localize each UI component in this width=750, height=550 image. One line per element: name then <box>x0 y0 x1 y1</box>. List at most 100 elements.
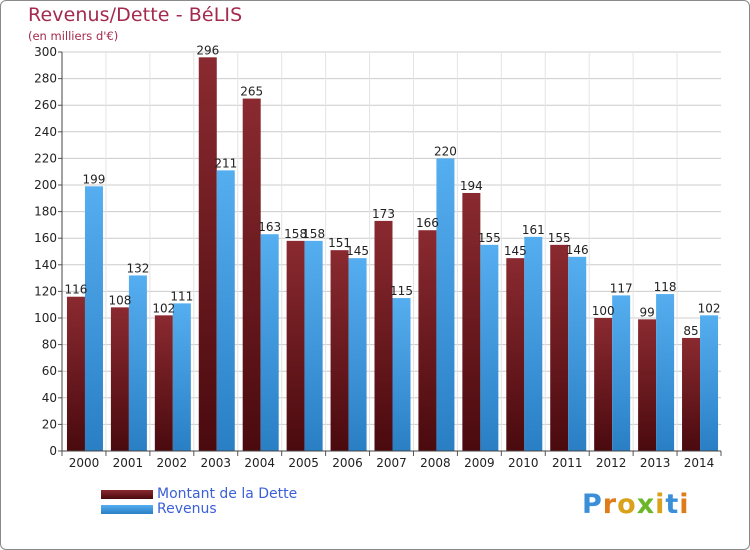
y-tick-label: 280 <box>34 72 57 86</box>
x-tick-label: 2009 <box>464 456 495 470</box>
bar-debt <box>638 319 657 451</box>
x-tick-label: 2002 <box>157 456 188 470</box>
bar-debt <box>286 240 305 451</box>
y-tick-label: 220 <box>34 151 57 165</box>
bar-debt <box>462 192 481 452</box>
logo-letter: i <box>655 489 666 520</box>
legend-label-debt: Montant de la Dette <box>157 486 298 502</box>
data-label-debt: 116 <box>65 283 88 297</box>
data-label-debt: 194 <box>460 179 483 193</box>
bar-revenue <box>172 303 191 451</box>
y-tick-label: 300 <box>34 45 57 59</box>
bar-revenue <box>392 298 411 451</box>
logo-letter: P <box>582 489 603 520</box>
data-label-revenue: 161 <box>522 223 545 237</box>
data-label-revenue: 146 <box>566 243 589 257</box>
bar-revenue <box>216 170 235 451</box>
bar-revenue <box>84 186 103 451</box>
bar-debt <box>154 315 173 451</box>
y-tick-label: 60 <box>42 364 57 378</box>
data-label-debt: 100 <box>592 304 615 318</box>
data-label-debt: 85 <box>683 324 698 338</box>
x-tick-label: 2010 <box>508 456 539 470</box>
data-label-revenue: 111 <box>170 289 193 303</box>
bar-debt <box>110 307 129 451</box>
y-tick-label: 240 <box>34 125 57 139</box>
data-label-revenue: 199 <box>83 172 106 186</box>
data-label-revenue: 163 <box>258 220 281 234</box>
data-label-debt: 99 <box>639 305 654 319</box>
data-label-revenue: 117 <box>610 281 633 295</box>
x-tick-label: 2001 <box>113 456 144 470</box>
data-label-debt: 108 <box>108 293 131 307</box>
y-tick-label: 20 <box>42 417 57 431</box>
x-tick-label: 2013 <box>640 456 671 470</box>
y-tick-label: 180 <box>34 205 57 219</box>
data-label-debt: 155 <box>548 231 571 245</box>
x-tick-label: 2006 <box>332 456 363 470</box>
bar-debt <box>330 250 349 451</box>
bar-revenue <box>568 256 587 451</box>
data-label-debt: 173 <box>372 207 395 221</box>
data-label-debt: 166 <box>416 216 439 230</box>
x-tick-label: 2007 <box>376 456 407 470</box>
chart-subtitle: (en milliers d'€) <box>28 29 119 43</box>
y-tick-label: 40 <box>42 391 57 405</box>
data-label-revenue: 158 <box>302 227 325 241</box>
bar-revenue <box>480 244 499 451</box>
bar-revenue <box>700 315 719 451</box>
x-tick-label: 2000 <box>69 456 100 470</box>
bar-debt <box>242 98 261 452</box>
data-label-debt: 158 <box>284 227 307 241</box>
bar-revenue <box>612 295 631 451</box>
chart-title: Revenus/Dette - BéLIS <box>28 4 243 26</box>
bar-revenue <box>260 234 279 451</box>
data-label-revenue: 115 <box>390 284 413 298</box>
y-tick-label: 120 <box>34 284 57 298</box>
x-tick-label: 2003 <box>200 456 231 470</box>
legend-label-revenue: Revenus <box>157 501 217 517</box>
data-label-revenue: 155 <box>478 231 501 245</box>
y-tick-label: 140 <box>34 258 57 272</box>
y-tick-label: 100 <box>34 311 57 325</box>
x-tick-label: 2011 <box>552 456 583 470</box>
proxiti-logo: Proxiti <box>582 489 690 520</box>
bar-revenue <box>128 275 147 451</box>
bar-revenue <box>348 258 367 451</box>
legend-swatch-revenue <box>101 505 153 514</box>
bar-revenue <box>436 158 455 451</box>
x-tick-label: 2012 <box>596 456 627 470</box>
legend-swatch-debt <box>101 490 153 499</box>
bar-debt <box>418 230 437 451</box>
y-tick-label: 0 <box>49 444 57 458</box>
x-tick-label: 2005 <box>288 456 319 470</box>
data-label-revenue: 118 <box>654 280 677 294</box>
data-label-revenue: 132 <box>126 261 149 275</box>
logo-letter: i <box>679 489 690 520</box>
logo-letter: x <box>636 489 656 520</box>
bar-debt <box>550 244 569 451</box>
bar-debt <box>198 57 217 451</box>
bar-debt <box>374 220 393 451</box>
data-label-revenue: 220 <box>434 144 457 158</box>
bar-revenue <box>524 236 543 451</box>
data-label-debt: 265 <box>240 85 263 99</box>
y-tick-label: 80 <box>42 338 57 352</box>
data-label-debt: 296 <box>196 43 219 57</box>
data-label-revenue: 102 <box>698 301 721 315</box>
data-label-debt: 151 <box>328 236 351 250</box>
logo-letter: r <box>602 489 618 520</box>
bar-revenue <box>656 294 675 451</box>
bar-debt <box>594 318 613 451</box>
bar-debt <box>682 337 701 451</box>
data-label-debt: 145 <box>504 244 527 258</box>
y-tick-label: 260 <box>34 98 57 112</box>
y-tick-label: 160 <box>34 231 57 245</box>
x-tick-label: 2008 <box>420 456 451 470</box>
data-label-revenue: 211 <box>214 156 237 170</box>
y-tick-label: 200 <box>34 178 57 192</box>
bar-revenue <box>304 240 323 451</box>
logo-letter: t <box>665 489 680 520</box>
